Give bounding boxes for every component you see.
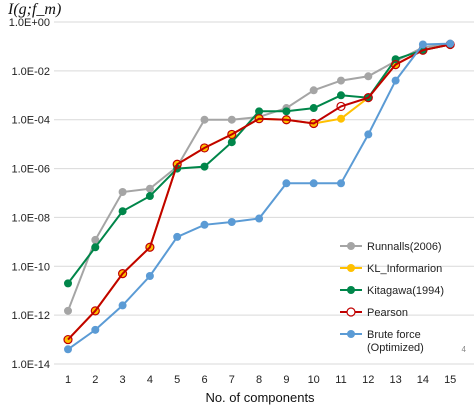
data-point [199,143,210,153]
data-point [64,345,72,354]
data-point [145,192,154,201]
data-point [145,184,154,193]
data-point [363,93,373,103]
x-tick-label: 14 [417,374,429,386]
x-tick-label: 10 [308,374,320,386]
x-tick-label: 1 [65,374,71,386]
data-point [145,242,155,252]
legend-marker [347,242,355,250]
x-tick-label: 11 [335,374,346,386]
y-tick-labels: 1.0E-14 1.0E-12 1.0E-10 1.0E-08 1.0E-06 1.0E-… [9,17,50,371]
data-point [255,214,264,223]
x-tick-label: 12 [362,374,374,386]
legend-label: KL_Informarion [367,263,442,275]
data-point [364,130,373,139]
data-point [91,235,100,244]
y-axis-title: I(g;f_m) [7,1,61,18]
legend-label: Pearson [367,307,408,319]
series-group [63,39,455,354]
legend: Runnalls(2006) KL_Informarion Kitagawa(199… [340,241,444,354]
data-point [200,162,209,171]
data-point [282,107,291,116]
data-point [145,272,154,281]
data-point [391,60,401,70]
data-point [391,76,400,85]
data-point [309,179,318,188]
series-4 [64,39,455,354]
legend-label: Runnalls(2006) [367,241,442,253]
x-tick-label: 4 [147,374,153,386]
gridlines [54,21,474,365]
data-point [309,118,319,129]
data-point [63,334,73,345]
data-point [227,138,236,147]
y-tick-label: 1.0E-10 [11,261,50,273]
data-point [118,301,127,310]
data-point [364,72,373,81]
x-tick-label: 7 [229,374,235,386]
x-tick-label: 15 [444,374,456,386]
x-tick-label: 2 [92,374,98,386]
data-point [337,91,345,100]
data-point [118,207,127,216]
legend-marker [347,286,355,294]
series-2 [64,40,455,288]
legend-item: Kitagawa(1994) [340,285,444,297]
x-tick-label: 13 [389,374,401,386]
data-point [117,269,128,279]
legend-label: Brute force [367,329,421,341]
data-point [91,325,100,334]
y-tick-label: 1.0E-06 [11,164,50,176]
data-point [64,279,72,288]
data-point [255,107,264,116]
data-point [281,115,291,125]
data-point [118,187,127,196]
x-tick-labels: 1 2 3 4 5 6 7 8 9 10 11 12 13 14 15 [65,374,456,386]
x-tick-label: 3 [120,374,126,386]
legend-label: (Optimized) [367,342,424,354]
data-point [282,179,291,188]
x-tick-label: 9 [283,374,289,386]
legend-item: Brute force(Optimized) [340,329,424,354]
data-point [200,115,209,124]
data-point [336,101,346,112]
data-point [446,39,455,48]
data-point [309,86,318,95]
legend-item: Runnalls(2006) [340,241,442,253]
data-point [227,217,236,226]
legend-item: Pearson [340,307,408,319]
page-number: 4 [462,345,467,354]
data-point [337,76,345,85]
legend-marker [347,330,355,338]
y-tick-label: 1.0E-12 [11,310,50,322]
data-point [64,306,72,315]
data-point [254,114,264,124]
x-tick-label: 8 [256,374,262,386]
data-point [173,232,182,241]
x-tick-label: 6 [201,374,207,386]
data-point [172,159,182,169]
data-point [227,115,236,124]
data-point [337,114,345,123]
y-tick-label: 1.0E-08 [11,212,50,224]
x-axis-title: No. of components [205,390,315,405]
y-tick-label: 1.0E-02 [11,66,50,78]
legend-item: KL_Informarion [340,263,442,275]
data-point [200,220,209,229]
data-point [337,179,345,188]
data-point [227,129,237,140]
y-tick-label: 1.0E-04 [11,115,50,127]
data-point [91,243,100,252]
data-point [309,104,318,113]
x-tick-label: 5 [174,374,180,386]
y-tick-label: 1.0E+00 [9,17,50,29]
series-line [67,43,451,341]
y-tick-label: 1.0E-14 [11,359,50,371]
legend-label: Kitagawa(1994) [367,285,444,297]
data-point [90,306,100,316]
legend-marker [347,264,355,272]
legend-marker [346,307,356,317]
data-point [418,40,427,49]
